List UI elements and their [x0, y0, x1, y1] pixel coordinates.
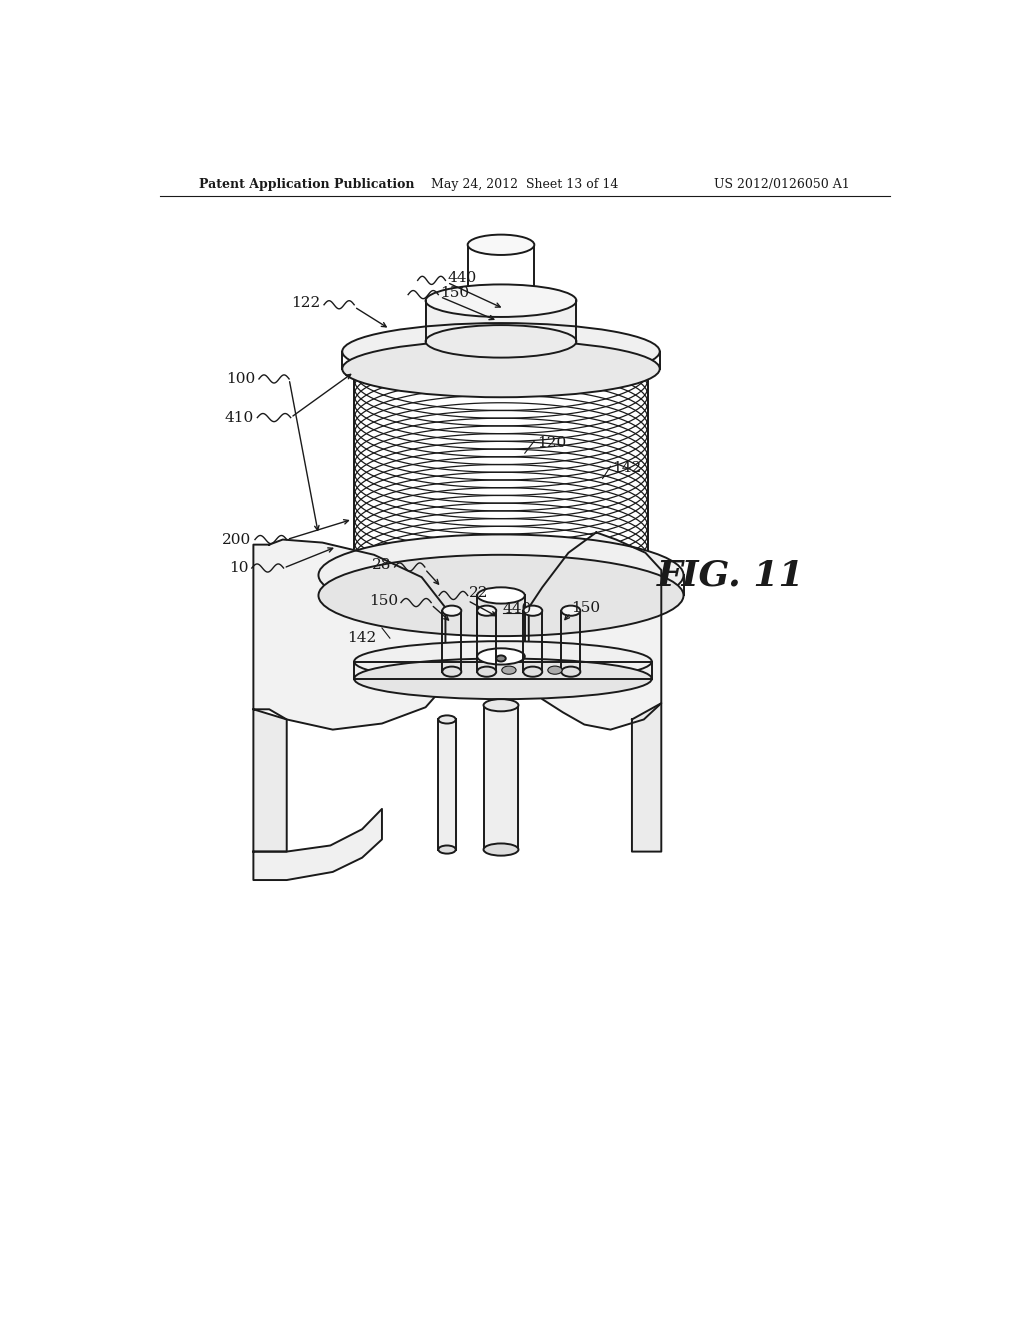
Ellipse shape	[354, 659, 652, 700]
Polygon shape	[352, 368, 649, 576]
Polygon shape	[632, 704, 662, 851]
Text: 142: 142	[347, 631, 377, 645]
Ellipse shape	[442, 606, 461, 615]
Polygon shape	[253, 709, 287, 851]
Ellipse shape	[477, 648, 524, 664]
Ellipse shape	[438, 846, 456, 854]
Text: 122: 122	[292, 296, 321, 310]
Ellipse shape	[561, 606, 581, 615]
Text: US 2012/0126050 A1: US 2012/0126050 A1	[715, 178, 850, 191]
Text: 440: 440	[447, 272, 476, 285]
Text: 22: 22	[469, 586, 488, 601]
Text: May 24, 2012  Sheet 13 of 14: May 24, 2012 Sheet 13 of 14	[431, 178, 618, 191]
Ellipse shape	[468, 290, 535, 312]
Ellipse shape	[442, 667, 461, 677]
Ellipse shape	[318, 535, 684, 615]
Ellipse shape	[342, 341, 659, 397]
Ellipse shape	[502, 667, 516, 675]
Ellipse shape	[342, 323, 659, 380]
Text: 410: 410	[224, 411, 253, 425]
Text: 200: 200	[222, 532, 251, 546]
Ellipse shape	[426, 284, 577, 317]
Text: 142: 142	[612, 462, 641, 475]
Ellipse shape	[468, 235, 535, 255]
Polygon shape	[426, 301, 577, 342]
Polygon shape	[528, 532, 662, 730]
Ellipse shape	[497, 656, 506, 661]
Ellipse shape	[523, 667, 543, 677]
Text: 440: 440	[503, 602, 531, 615]
Polygon shape	[253, 809, 382, 880]
Polygon shape	[438, 719, 456, 850]
Text: 10: 10	[229, 561, 249, 576]
Text: 150: 150	[440, 285, 469, 300]
Ellipse shape	[483, 700, 518, 711]
Text: 150: 150	[369, 594, 397, 607]
Text: FIG. 11: FIG. 11	[657, 558, 805, 593]
Text: 28: 28	[372, 558, 391, 572]
Polygon shape	[253, 540, 445, 730]
Text: Patent Application Publication: Patent Application Publication	[200, 178, 415, 191]
Ellipse shape	[477, 606, 497, 615]
Ellipse shape	[548, 667, 562, 675]
Ellipse shape	[477, 587, 524, 603]
Text: 100: 100	[225, 372, 255, 385]
Text: 120: 120	[537, 436, 566, 450]
Ellipse shape	[354, 642, 652, 682]
Polygon shape	[483, 705, 518, 850]
Ellipse shape	[477, 667, 497, 677]
Ellipse shape	[483, 843, 518, 855]
Ellipse shape	[561, 667, 581, 677]
Polygon shape	[354, 661, 652, 678]
Ellipse shape	[438, 715, 456, 723]
Ellipse shape	[318, 554, 684, 636]
Ellipse shape	[426, 325, 577, 358]
Text: 150: 150	[570, 601, 600, 615]
Ellipse shape	[523, 606, 543, 615]
